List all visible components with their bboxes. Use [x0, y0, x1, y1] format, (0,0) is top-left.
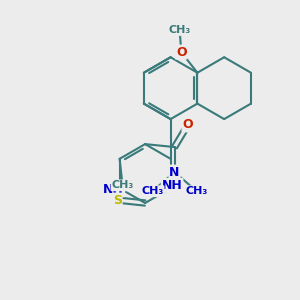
- Text: NH: NH: [162, 179, 182, 192]
- Text: CH₃: CH₃: [141, 186, 164, 196]
- Text: CH₃: CH₃: [185, 186, 208, 196]
- Text: N: N: [169, 166, 180, 178]
- Text: CH₃: CH₃: [169, 25, 191, 35]
- Text: CH₃: CH₃: [111, 180, 134, 190]
- Text: S: S: [112, 194, 122, 207]
- Text: NH: NH: [103, 183, 124, 196]
- Text: O: O: [182, 118, 193, 131]
- Text: O: O: [176, 46, 187, 59]
